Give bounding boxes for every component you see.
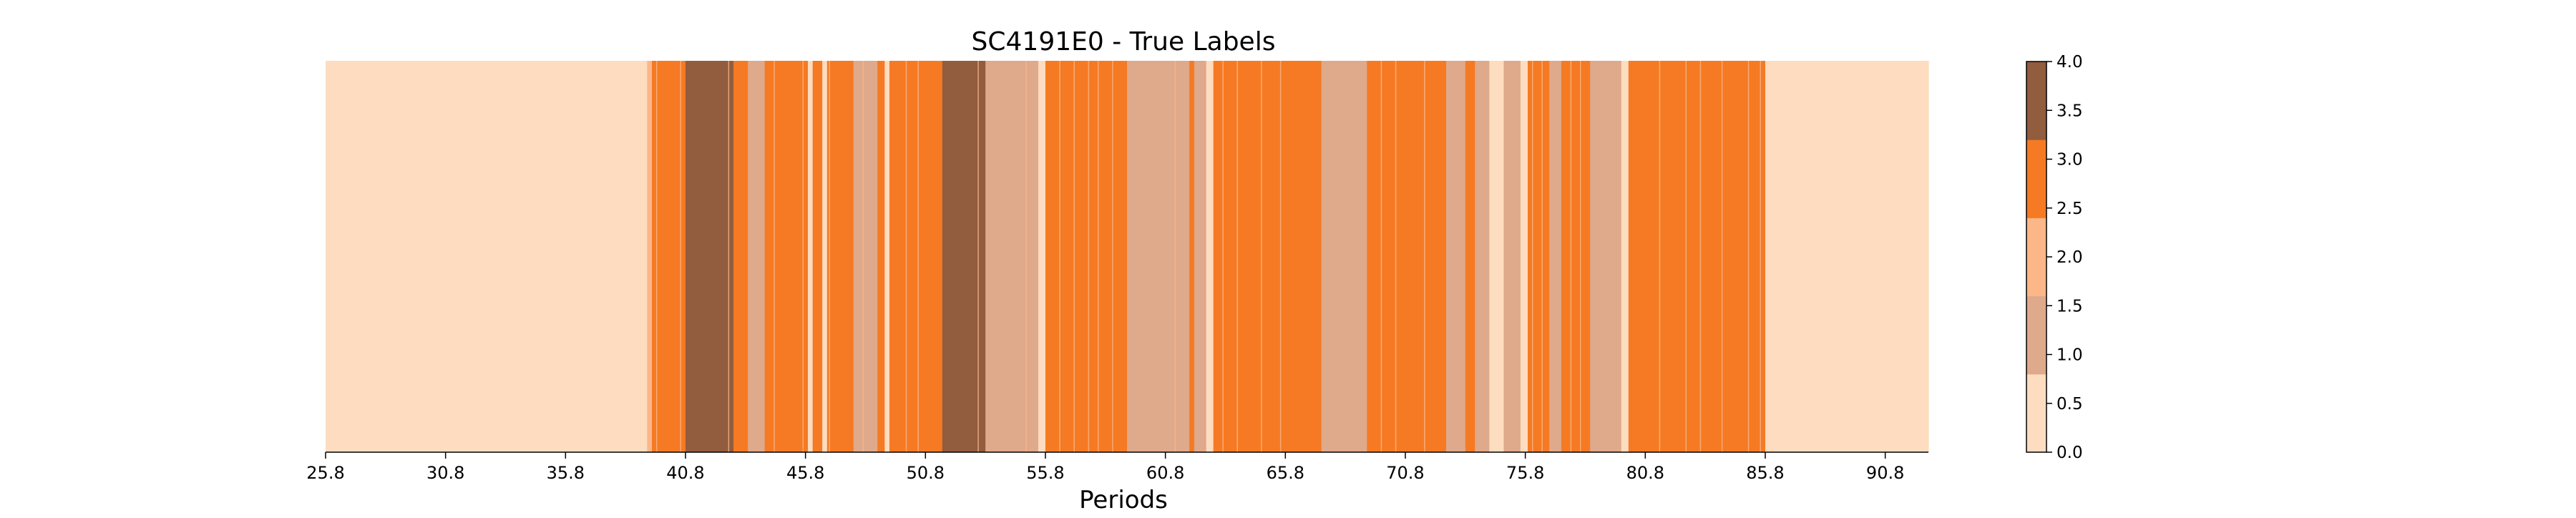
x-tick-label: 50.8 bbox=[907, 463, 945, 483]
label-segment bbox=[1038, 61, 1046, 452]
x-tick-label: 75.8 bbox=[1506, 463, 1544, 483]
label-segment bbox=[889, 61, 943, 452]
label-segment bbox=[1528, 61, 1550, 452]
label-segment bbox=[1621, 61, 1629, 452]
label-segment bbox=[647, 61, 653, 452]
x-tick-label: 60.8 bbox=[1146, 463, 1184, 483]
colorbar-tick-label: 2.0 bbox=[2057, 248, 2083, 267]
x-tick-label: 45.8 bbox=[786, 463, 824, 483]
chart-title: SC4191E0 - True Labels bbox=[972, 27, 1276, 57]
label-segment bbox=[1189, 61, 1195, 452]
colorbar-band bbox=[2026, 140, 2046, 218]
x-tick-label: 90.8 bbox=[1866, 463, 1904, 483]
label-segment bbox=[1213, 61, 1322, 452]
label-segment bbox=[326, 61, 648, 452]
colorbar-tick-label: 1.5 bbox=[2057, 297, 2083, 316]
x-tick-label: 80.8 bbox=[1626, 463, 1664, 483]
label-segment bbox=[853, 61, 878, 452]
label-segment bbox=[764, 61, 809, 452]
colorbar-band bbox=[2026, 373, 2046, 453]
label-segment bbox=[812, 61, 823, 452]
x-tick-label: 55.8 bbox=[1026, 463, 1064, 483]
colorbar-tick-label: 3.0 bbox=[2057, 151, 2083, 170]
x-tick-label: 25.8 bbox=[306, 463, 344, 483]
label-segment bbox=[1367, 61, 1447, 452]
label-segment bbox=[1475, 61, 1490, 452]
label-segment bbox=[1765, 61, 1929, 452]
label-segment bbox=[1321, 61, 1367, 452]
label-segment bbox=[1194, 61, 1207, 452]
segment-separators bbox=[656, 61, 1762, 452]
x-tick-label: 85.8 bbox=[1746, 463, 1784, 483]
label-segment bbox=[985, 61, 1010, 452]
label-segment bbox=[1549, 61, 1562, 452]
label-segment bbox=[1206, 61, 1214, 452]
x-axis: 25.8 30.8 35.8 40.8 45.8 50.8 55.8 60.8 65.8 70.8… bbox=[306, 451, 1928, 483]
label-segment bbox=[1503, 61, 1521, 452]
label-segment bbox=[1465, 61, 1475, 452]
label-segment bbox=[822, 61, 828, 452]
label-segment bbox=[1561, 61, 1591, 452]
colorbar-tick-label: 4.0 bbox=[2057, 53, 2083, 72]
label-segment bbox=[808, 61, 814, 452]
label-segment bbox=[877, 61, 885, 452]
x-tick-label: 35.8 bbox=[547, 463, 585, 483]
x-tick-label: 70.8 bbox=[1386, 463, 1424, 483]
x-tick-label: 30.8 bbox=[426, 463, 464, 483]
label-segments bbox=[326, 61, 1929, 452]
label-segment bbox=[942, 61, 986, 452]
label-segment bbox=[884, 61, 890, 452]
colorbar-tick-label: 3.5 bbox=[2057, 102, 2083, 120]
colorbar-band bbox=[2026, 62, 2046, 140]
colorbar-tick-label: 0.0 bbox=[2057, 444, 2083, 462]
label-segment bbox=[1628, 61, 1766, 452]
label-segment bbox=[1445, 61, 1466, 452]
label-segment bbox=[685, 61, 734, 452]
label-segment bbox=[826, 61, 854, 452]
label-segment bbox=[733, 61, 748, 452]
label-segment bbox=[748, 61, 766, 452]
label-segment bbox=[1009, 61, 1039, 452]
colorbar: 0.0 0.5 1.0 1.5 2.0 2.5 3.0 3.5 4.0 bbox=[2026, 53, 2083, 462]
label-segment bbox=[1045, 61, 1128, 452]
x-axis-label: Periods bbox=[1079, 486, 1168, 514]
colorbar-tick-label: 1.0 bbox=[2057, 346, 2083, 365]
colorbar-tick-label: 2.5 bbox=[2057, 200, 2083, 218]
label-segment bbox=[1520, 61, 1528, 452]
label-segment bbox=[1127, 61, 1190, 452]
x-tick-label: 65.8 bbox=[1267, 463, 1304, 483]
label-segment bbox=[1489, 61, 1505, 452]
colorbar-band bbox=[2026, 218, 2046, 297]
colorbar-tick-label: 0.5 bbox=[2057, 395, 2083, 414]
label-segment bbox=[1590, 61, 1622, 452]
colorbar-band bbox=[2026, 295, 2046, 375]
x-tick-label: 40.8 bbox=[666, 463, 704, 483]
